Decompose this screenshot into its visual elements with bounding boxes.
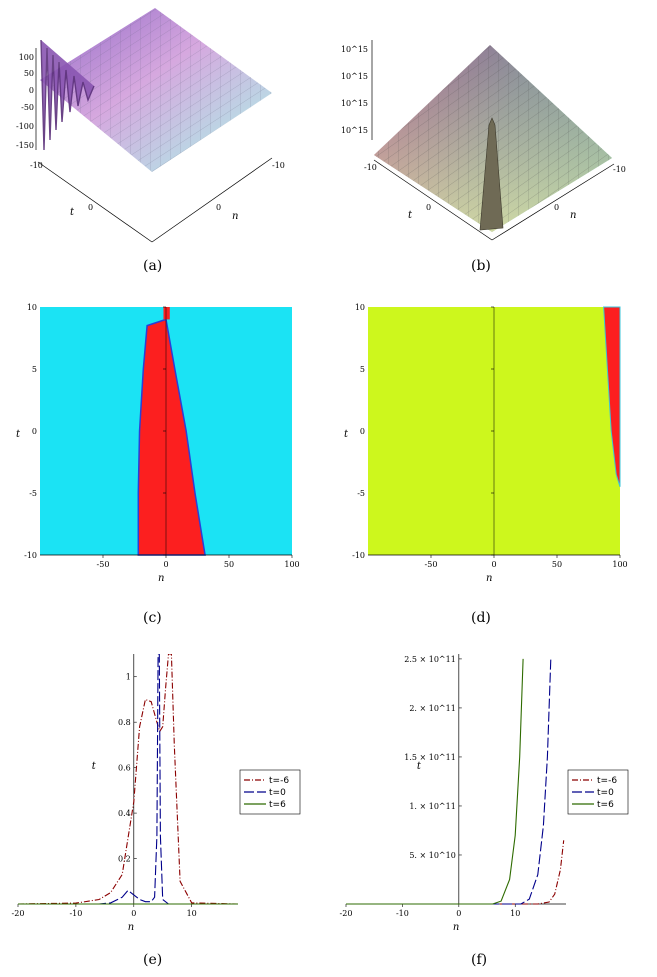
surface-b-spike: [479, 117, 504, 231]
y-axis-label: t: [16, 429, 21, 440]
x-tick-label: 0: [491, 560, 496, 569]
y-tick-label: -10: [352, 551, 365, 560]
line-chart-e: -20 -10 0 10 0.2 0.4 0.6 0.8 1 t n t=-6 t=0 t=6: [12, 654, 301, 933]
z-tick-a-1: 50: [24, 69, 34, 78]
n-tick-a-1: -10: [272, 161, 285, 170]
y-tick-label: 0.2: [118, 855, 131, 864]
x-tick-label: 10: [187, 909, 197, 918]
z-tick-a-3: -50: [21, 103, 34, 112]
x-tick-label: -20: [340, 909, 353, 918]
t-tick-b-0: -10: [364, 163, 377, 172]
x-tick-label: 50: [224, 560, 234, 569]
legend-label: t=-6: [269, 776, 289, 786]
surface-plot-a: 100 50 0 -50 -100 -150 -10 0 t 0 -10 n: [16, 8, 285, 243]
y-tick-label: 0.8: [118, 718, 131, 727]
surface-a-spikes: [40, 39, 95, 151]
y-tick-label: 1: [126, 673, 131, 682]
y-axis-label: t: [344, 429, 349, 440]
t-tick-a-1: 0: [88, 203, 93, 212]
y-axis-label: t: [417, 761, 422, 772]
series-line-t0: [18, 654, 238, 905]
x-tick-label: 0: [131, 909, 136, 918]
caption-c: (c): [143, 610, 162, 626]
series-line-t-6: [18, 654, 238, 905]
x-axis-label: n: [453, 922, 459, 933]
y-tick-label: -10: [24, 551, 37, 560]
y-tick-label: 2.5 × 10^11: [404, 655, 456, 664]
x-axis-label: n: [486, 573, 492, 584]
x-tick-label: -10: [396, 909, 409, 918]
y-tick-label: 10: [27, 303, 37, 312]
y-tick-label: 0: [32, 427, 37, 436]
x-tick-label: -20: [12, 909, 25, 918]
x-axis-label: n: [128, 922, 134, 933]
x-axis-label: n: [158, 573, 164, 584]
series-line-t6: [346, 658, 524, 905]
z-tick-a-2: 0: [29, 86, 34, 95]
x-tick-label: -10: [69, 909, 82, 918]
y-tick-label: -5: [357, 489, 365, 498]
y-tick-label: 5: [360, 365, 365, 374]
heatmap-region: [603, 306, 621, 487]
n-tick-b-1: -10: [613, 165, 626, 174]
surface-plot-b: 10^15 10^15 10^15 10^15 -10 0 t 0 -10 n: [341, 40, 626, 241]
x-tick-label: 100: [612, 560, 627, 569]
caption-e: (e): [143, 952, 163, 968]
z-tick-b-1: 10^15: [341, 72, 368, 81]
legend-label: t=0: [269, 788, 286, 798]
legend-label: t=0: [597, 788, 614, 798]
y-tick-label: 0.4: [118, 809, 131, 818]
caption-b: (b): [471, 258, 491, 274]
series-line-t0: [346, 658, 552, 905]
y-tick-label: -5: [29, 489, 37, 498]
legend-label: t=6: [269, 800, 286, 810]
y-tick-label: 5: [32, 365, 37, 374]
z-tick-b-3: 10^15: [341, 126, 368, 135]
legend-label: t=-6: [597, 776, 617, 786]
z-tick-a-0: 100: [19, 53, 34, 62]
caption-f: (f): [471, 952, 488, 968]
t-axis-label-b: t: [408, 210, 413, 221]
heatmap-region-tip: [163, 307, 170, 320]
t-tick-a-0: -10: [30, 161, 43, 170]
y-tick-label: 1.5 × 10^11: [404, 753, 456, 762]
x-tick-label: 100: [284, 560, 299, 569]
x-tick-label: 0: [456, 909, 461, 918]
n-tick-a-0: 0: [216, 203, 221, 212]
n-tick-b-0: 0: [554, 203, 559, 212]
x-tick-label: 10: [510, 909, 520, 918]
caption-d: (d): [471, 610, 491, 626]
caption-a: (a): [143, 258, 163, 274]
x-tick-label: 50: [552, 560, 562, 569]
y-tick-label: 10: [355, 303, 365, 312]
z-tick-a-4: -100: [16, 122, 34, 131]
x-tick-label: -50: [425, 560, 438, 569]
y-axis-label: t: [92, 761, 97, 772]
y-tick-label: 2. × 10^11: [409, 704, 455, 713]
z-tick-b-2: 10^15: [341, 99, 368, 108]
x-tick-label: -50: [97, 560, 110, 569]
z-tick-b-0: 10^15: [341, 45, 368, 54]
n-axis-label-a: n: [232, 211, 238, 222]
t-tick-b-1: 0: [426, 203, 431, 212]
n-axis-label-b: n: [570, 210, 576, 221]
y-tick-label: 5. × 10^10: [409, 851, 455, 860]
z-tick-a-5: -150: [16, 141, 34, 150]
y-tick-label: 0.6: [118, 764, 131, 773]
y-tick-label: 1. × 10^11: [409, 802, 455, 811]
legend-label: t=6: [597, 800, 614, 810]
t-axis-label-a: t: [70, 207, 75, 218]
line-chart-f: -20 -10 0 10 5. × 10^10 1. × 10^11 1.5 × 10^11…: [340, 654, 629, 933]
y-tick-label: 0: [360, 427, 365, 436]
x-tick-label: 0: [163, 560, 168, 569]
